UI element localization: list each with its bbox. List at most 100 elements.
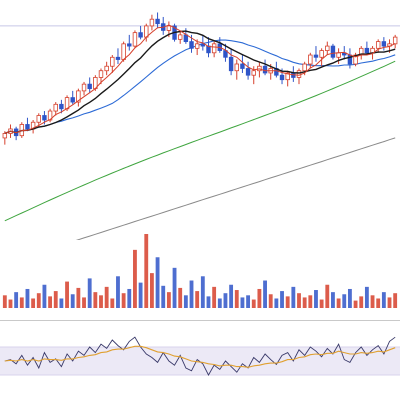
- volume-bar: [376, 298, 381, 308]
- candle-body: [200, 43, 206, 47]
- candle-body: [59, 103, 64, 110]
- volume-bar: [251, 299, 256, 308]
- candle-body: [138, 32, 143, 38]
- volume-bar: [387, 297, 392, 308]
- volume-bar: [144, 234, 149, 308]
- candle-body: [330, 45, 336, 58]
- candle: [76, 88, 81, 107]
- volume-bar: [314, 290, 318, 308]
- candle: [53, 102, 58, 116]
- candle: [138, 25, 143, 40]
- volume-bar: [223, 293, 228, 308]
- candle-body: [177, 34, 183, 40]
- candle-body: [81, 83, 87, 92]
- candle-body: [42, 115, 47, 121]
- candle: [59, 99, 64, 114]
- ma-line-long: [4, 60, 396, 222]
- candle-body: [98, 70, 104, 78]
- candle: [87, 77, 92, 94]
- candle: [98, 68, 104, 85]
- volume-bar: [127, 288, 132, 308]
- candle: [381, 37, 387, 51]
- candle: [325, 41, 330, 56]
- candle: [359, 46, 364, 60]
- candle: [240, 55, 245, 73]
- candle-body: [234, 63, 239, 72]
- candle: [177, 30, 183, 44]
- candle-body: [149, 18, 155, 27]
- volume-bar: [308, 295, 313, 308]
- candle-body: [76, 90, 81, 103]
- volume-bar: [25, 288, 30, 308]
- volume-bar: [263, 280, 267, 308]
- candle: [291, 66, 296, 82]
- candle: [228, 48, 234, 76]
- volume-bar: [246, 295, 251, 308]
- candle-body: [115, 56, 121, 60]
- candle: [234, 59, 239, 80]
- candle-body: [319, 50, 324, 58]
- volume-bar: [99, 295, 103, 308]
- candle: [392, 34, 398, 49]
- candle: [104, 61, 109, 76]
- candle: [251, 66, 256, 85]
- candle-body: [228, 56, 234, 72]
- candle-body: [313, 54, 319, 58]
- volume-bar: [325, 284, 330, 308]
- volume-bar: [319, 299, 324, 308]
- candle-body: [127, 43, 132, 47]
- candle: [313, 46, 319, 62]
- volume-bar: [336, 298, 341, 308]
- volume-bar: [217, 298, 222, 308]
- candle: [206, 37, 211, 58]
- volume-bar: [268, 294, 273, 308]
- candle: [25, 117, 30, 132]
- candle: [296, 68, 302, 85]
- volume-bar: [285, 296, 290, 308]
- volume-bar: [31, 298, 36, 308]
- candle-body: [251, 70, 256, 76]
- volume-bar: [87, 278, 92, 308]
- volume-bar: [48, 296, 53, 308]
- oscillator-band: [0, 347, 400, 375]
- volume-bar: [178, 287, 183, 308]
- candle: [13, 126, 19, 141]
- volume-bar: [19, 297, 24, 308]
- volume-panel: [2, 234, 398, 308]
- volume-bar: [240, 297, 245, 308]
- volume-bar: [14, 292, 19, 308]
- candle: [81, 81, 87, 96]
- candle: [70, 90, 75, 105]
- volume-bar: [342, 294, 347, 308]
- candle-body: [132, 32, 138, 47]
- candle-body: [194, 43, 200, 49]
- volume-bar: [76, 287, 81, 308]
- candle: [127, 34, 132, 51]
- volume-bar: [149, 273, 154, 308]
- candle-body: [336, 52, 341, 58]
- volume-bar: [172, 267, 177, 308]
- volume-bar: [36, 293, 41, 308]
- candle-body: [262, 65, 268, 74]
- candle-body: [53, 103, 58, 112]
- volume-bar: [359, 296, 364, 308]
- candle-body: [308, 54, 313, 65]
- volume-bar: [257, 288, 262, 308]
- candle-body: [2, 133, 8, 139]
- candle-body: [245, 68, 251, 76]
- volume-bar: [206, 296, 211, 308]
- volume-bar: [195, 291, 200, 308]
- candle-body: [155, 18, 160, 25]
- volume-bar: [70, 294, 75, 308]
- candle-body: [375, 41, 381, 49]
- volume-bar: [370, 295, 375, 308]
- volume-bar: [2, 295, 7, 308]
- volume-bar: [200, 276, 205, 308]
- candle-body: [25, 124, 30, 130]
- ma-line-mid: [4, 30, 396, 135]
- volume-bar: [110, 298, 115, 308]
- candle-body: [36, 115, 41, 123]
- candle: [285, 70, 290, 87]
- candle-body: [104, 65, 109, 72]
- volume-bar: [138, 282, 143, 308]
